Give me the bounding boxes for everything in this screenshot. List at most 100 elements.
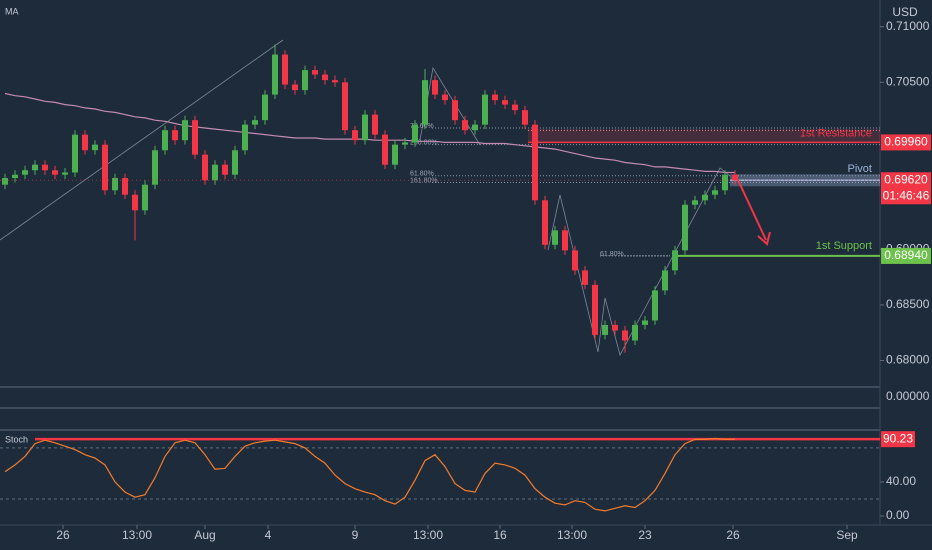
candle-body [392,144,398,165]
y-tick-label: 0.71000 [886,19,930,33]
y-tick-label: 0.68500 [886,297,930,311]
x-tick-label: 4 [265,528,272,542]
x-tick-label: 9 [352,528,359,542]
candle-body [732,174,738,181]
candle-body [402,142,408,145]
candle-body [382,134,388,165]
last-price-label: 0.69620 [884,172,928,186]
candle-body [32,164,38,171]
candle-body [272,54,278,95]
candle-body [72,134,78,173]
x-tick-label: 13:00 [122,528,152,542]
candle-body [612,324,618,331]
stoch-value-box [881,431,915,448]
x-tick-label: Sep [836,528,858,542]
currency-label: USD [892,5,918,19]
candle-body [262,94,268,121]
y-tick-label: 0.68000 [886,353,930,367]
level-price-label: 0.68940 [884,248,928,262]
level-price-label: 0.69960 [884,135,928,149]
candle-body [562,230,568,251]
candle-body [712,190,718,195]
candle-body [222,164,228,175]
candle-body [152,150,158,185]
forecast-arrow [737,179,767,241]
candle-body [112,178,118,191]
candle-body [342,82,348,131]
x-tick-label: 26 [726,528,740,542]
fib-label: 161.80% [410,177,438,184]
candle-body [2,178,8,185]
pane-tick-label: 0.00000 [886,389,930,403]
x-tick-label: 26 [56,528,70,542]
candle-body [692,200,698,205]
candle-body [172,130,178,141]
stoch-tick-label: 0.00 [886,508,910,522]
candle-body [632,324,638,341]
candle-body [502,100,508,105]
candle-body [292,84,298,91]
pattern-line [547,167,731,357]
fib-label: 61.80% [410,171,434,178]
level-price-box [881,247,931,264]
candle-body [592,284,598,335]
candle-body [512,104,518,111]
candle-body [532,124,538,201]
candle-body [332,80,338,83]
fib-label: 200.00% [410,139,438,146]
resistance-zone [528,129,880,143]
candle-body [192,120,198,155]
candle-body [452,100,458,121]
candle-body [242,124,248,151]
countdown-label: 01:46:46 [883,188,930,202]
candle-body [492,94,498,101]
candle-body [722,174,728,191]
stoch-tick-label: 40.00 [886,474,916,488]
level-name: Pivot [848,163,872,175]
candle-body [312,70,318,75]
x-tick-label: Aug [194,528,215,542]
stoch-label: Stoch [5,434,28,444]
candle-body [542,200,548,245]
candle-body [132,194,138,211]
candle-body [62,172,68,175]
candle-body [182,120,188,141]
last-price-box [881,172,931,205]
candle-body [162,130,168,151]
candle-body [702,194,708,201]
x-tick-label: 13:00 [557,528,587,542]
candle-body [462,120,468,131]
fib-label: 61.80% [600,251,624,258]
candle-body [572,250,578,271]
candle-body [42,164,48,171]
candle-body [352,130,358,141]
candle-body [602,324,608,335]
x-tick-label: 16 [493,528,507,542]
candle-body [362,114,368,141]
candle-body [142,184,148,211]
pattern-line [0,39,284,241]
level-name: 1st Resistance [800,127,872,139]
y-tick-label: 0.70500 [886,75,930,89]
plot-area: 78.60%200.00%61.80%161.80%61.80% [0,44,880,353]
candle-body [682,204,688,251]
fib-label: 78.60% [410,123,434,130]
candle-body [442,94,448,101]
candle-body [652,290,658,321]
candle-body [202,154,208,181]
candle-body [282,54,288,85]
candle-body [102,144,108,191]
x-tick-label: 23 [638,528,652,542]
candle-body [82,134,88,151]
candle-body [482,94,488,125]
candle-body [22,170,28,175]
candle-body [372,114,378,135]
candle-body [302,70,308,91]
candle-body [52,170,58,175]
candle-body [662,270,668,291]
indicator-label: MA [5,6,19,16]
candle-body [412,124,418,143]
candle-body [642,320,648,325]
